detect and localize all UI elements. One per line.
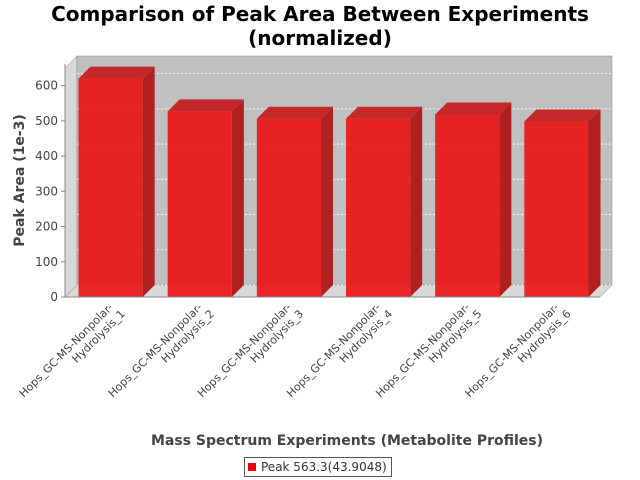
x-axis-title: Mass Spectrum Experiments (Metabolite Pr…: [151, 433, 543, 449]
bar: [345, 106, 423, 298]
y-axis-title: Peak Area (1e-3): [12, 114, 28, 247]
back-wall: [76, 55, 613, 286]
x-axis-labels: Hops_GC-MS-Nonpolar-Hydrolysis_1Hops_GC-…: [17, 301, 574, 400]
gridlines: [77, 73, 612, 286]
bar-side: [499, 102, 512, 298]
bar-side: [231, 99, 244, 297]
y-tick-label: 400: [35, 149, 58, 163]
bar-front: [345, 118, 411, 298]
y-tick-label: 200: [35, 220, 58, 234]
bar-side: [321, 106, 334, 298]
bar: [167, 99, 244, 297]
bar: [78, 66, 155, 297]
bar: [435, 102, 512, 298]
bar-front: [167, 111, 232, 297]
bar-front: [524, 121, 589, 297]
y-axis-ticks: 0 100 200 300 400 500 600: [35, 79, 65, 304]
bar-top: [256, 106, 334, 119]
y-tick-label: 500: [35, 114, 58, 128]
y-tick-label: 100: [35, 255, 58, 269]
chart-title: Comparison of Peak Area Between Experime…: [0, 2, 640, 50]
bar-front: [256, 118, 322, 298]
legend-swatch: [248, 463, 256, 471]
bar-front: [78, 78, 143, 297]
bar-side: [588, 109, 601, 297]
bar-top: [345, 106, 423, 119]
legend: Peak 563.3(43.9048): [244, 457, 392, 477]
bar-side: [410, 106, 423, 298]
bar-top: [435, 102, 512, 115]
bar-side: [142, 66, 155, 297]
bar: [524, 109, 601, 297]
y-tick-label: 600: [35, 79, 58, 93]
bar-series: [78, 66, 601, 298]
left-wall: [64, 55, 78, 298]
x-category-label-line: Hops_GC-MS-Nonpolar-: [17, 301, 116, 400]
chart-title-line-1: Comparison of Peak Area Between Experime…: [51, 2, 589, 26]
axes: [64, 64, 600, 298]
bar-top: [167, 99, 244, 112]
bar: [256, 106, 334, 298]
bar-front: [435, 114, 500, 298]
y-tick-label: 0: [50, 290, 58, 304]
chart-title-line-2: (normalized): [248, 26, 392, 50]
bar-top: [524, 109, 601, 122]
legend-label: Peak 563.3(43.9048): [261, 460, 387, 474]
y-tick-label: 300: [35, 184, 58, 198]
bar-top: [78, 66, 155, 79]
